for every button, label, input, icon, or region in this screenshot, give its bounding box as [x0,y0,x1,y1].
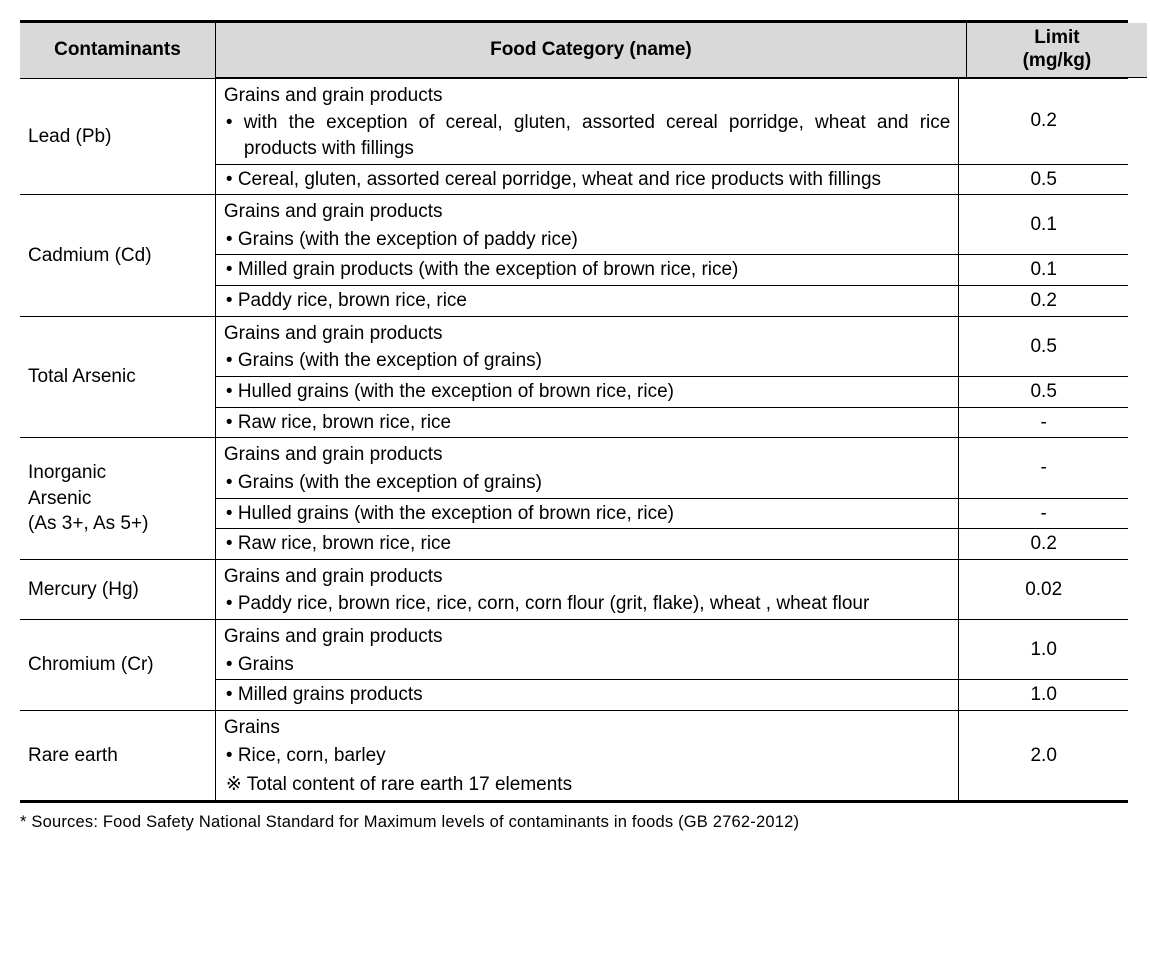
category-bullet: • Raw rice, brown rice, rice [216,408,958,438]
limit-value: - [959,408,1128,438]
category-bullet: • Grains [216,650,958,680]
limit-value: 1.0 [959,680,1128,710]
category-bullet: • Milled grain products (with the except… [216,255,958,285]
limit-value: 0.5 [959,165,1128,195]
contaminant-name: Total Arsenic [20,316,215,438]
category-bullet: • Grains (with the exception of grains) [216,468,958,498]
limit-value: - [959,499,1128,529]
contaminant-name: Chromium (Cr) [20,620,215,711]
category-note: ※ Total content of rare earth 17 element… [216,770,958,800]
category-bullet: • Hulled grains (with the exception of b… [216,377,958,407]
contaminant-name: Lead (Pb) [20,78,215,195]
category-heading: Grains and grain products [216,195,958,225]
limit-value: 2.0 [959,741,1128,771]
limit-value: - [959,453,1128,483]
category-bullet: • Grains (with the exception of paddy ri… [216,225,958,255]
category-heading: Grains [216,711,958,741]
limit-value: 0.2 [959,529,1128,559]
contaminants-table: Contaminants Food Category (name) Limit … [20,20,1128,803]
limit-value: 1.0 [959,635,1128,665]
category-bullet: • Paddy rice, brown rice, rice, corn, co… [216,589,958,619]
category-bullet: • Milled grains products [216,680,958,710]
source-footnote: * Sources: Food Safety National Standard… [20,803,1128,832]
contaminant-name: Rare earth [20,711,215,802]
limit-value: 0.5 [959,377,1128,407]
header-limit-line2: (mg/kg) [973,50,1141,73]
header-contaminants: Contaminants [20,22,215,79]
category-bullet: • Grains (with the exception of grains) [216,346,958,376]
limit-value: 0.1 [959,210,1128,240]
category-bullet: • Cereal, gluten, assorted cereal porrid… [216,165,958,195]
limit-value: 0.2 [959,286,1128,316]
limit-value: 0.1 [959,255,1128,285]
limit-value: 0.02 [959,575,1128,605]
category-heading: Grains and grain products [216,79,958,109]
header-limit-line1: Limit [973,27,1141,50]
category-bullet: • Raw rice, brown rice, rice [216,529,958,559]
limit-value: 0.5 [959,332,1128,362]
category-bullet: • Hulled grains (with the exception of b… [216,499,958,529]
category-heading: Grains and grain products [216,560,958,590]
category-bullet: • Rice, corn, barley [216,741,958,771]
contaminant-name: InorganicArsenic(As 3+, As 5+) [20,438,215,560]
contaminant-name: Cadmium (Cd) [20,195,215,317]
limit-value: 0.2 [959,106,1128,136]
category-heading: Grains and grain products [216,317,958,347]
category-heading: Grains and grain products [216,620,958,650]
contaminant-name: Mercury (Hg) [20,559,215,619]
header-category: Food Category (name) [216,23,967,77]
category-bullet: • with the exception of cereal, gluten, … [216,108,958,163]
category-bullet: • Paddy rice, brown rice, rice [216,286,958,316]
category-heading: Grains and grain products [216,438,958,468]
